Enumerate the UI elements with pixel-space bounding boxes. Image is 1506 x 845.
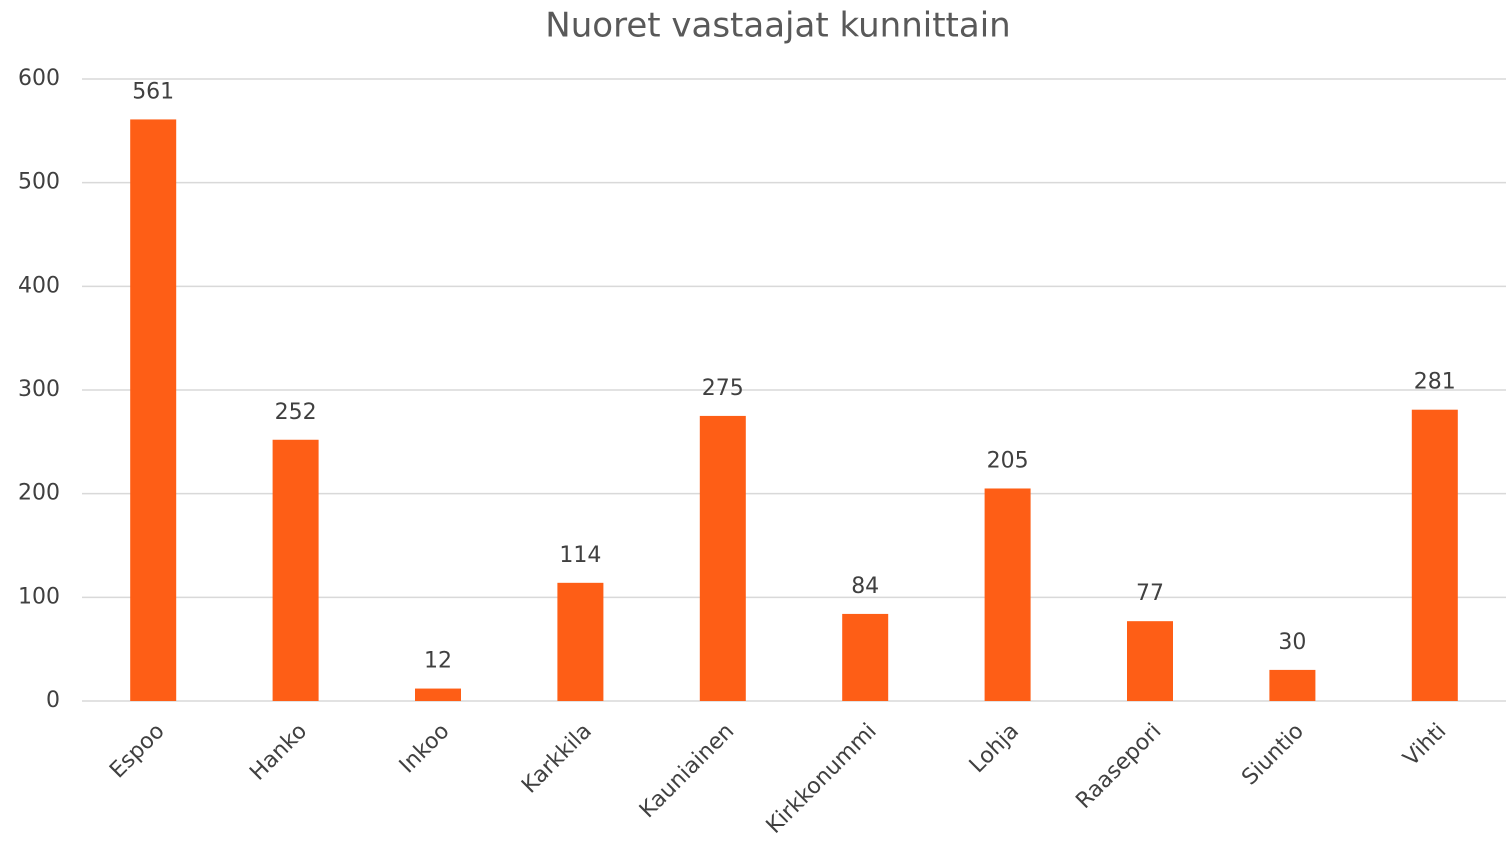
x-tick-label: Hanko bbox=[245, 719, 312, 786]
data-label: 84 bbox=[851, 574, 879, 599]
x-tick-label: Espoo bbox=[105, 719, 170, 784]
data-label: 30 bbox=[1278, 630, 1306, 655]
x-tick-label: Kirkkonummi bbox=[762, 719, 882, 839]
bar bbox=[1127, 621, 1173, 701]
y-tick-label: 600 bbox=[18, 66, 60, 91]
x-tick-label: Lohja bbox=[965, 719, 1024, 778]
y-tick-label: 200 bbox=[18, 481, 60, 506]
y-tick-label: 500 bbox=[18, 170, 60, 195]
data-label: 114 bbox=[559, 543, 601, 568]
y-tick-label: 300 bbox=[18, 377, 60, 402]
data-label: 12 bbox=[424, 649, 452, 674]
bar bbox=[415, 688, 461, 701]
y-tick-label: 100 bbox=[18, 584, 60, 609]
bar bbox=[1269, 669, 1316, 701]
x-tick-label: Siuntio bbox=[1237, 719, 1309, 791]
data-label: 205 bbox=[987, 448, 1029, 473]
chart-title: Nuoret vastaajat kunnittain bbox=[545, 6, 1010, 46]
bar bbox=[842, 613, 889, 701]
x-tick-label: Inkoo bbox=[395, 719, 455, 779]
x-tick-label: Karkkila bbox=[517, 719, 597, 799]
data-label: 275 bbox=[702, 376, 744, 401]
data-label: 561 bbox=[132, 79, 174, 104]
x-tick-label: Kauniainen bbox=[635, 719, 739, 823]
y-tick-label: 0 bbox=[46, 688, 60, 713]
data-label: 281 bbox=[1414, 370, 1456, 395]
x-tick-label: Raasepori bbox=[1071, 719, 1166, 814]
data-label: 77 bbox=[1136, 581, 1164, 606]
bar bbox=[272, 439, 319, 701]
bar bbox=[557, 582, 604, 701]
bar bbox=[984, 488, 1031, 701]
bar bbox=[130, 119, 177, 702]
x-tick-label: Vihti bbox=[1399, 719, 1452, 772]
y-tick-label: 400 bbox=[18, 273, 60, 298]
bar bbox=[1411, 409, 1458, 701]
bar bbox=[699, 415, 746, 701]
data-label: 252 bbox=[275, 400, 317, 425]
